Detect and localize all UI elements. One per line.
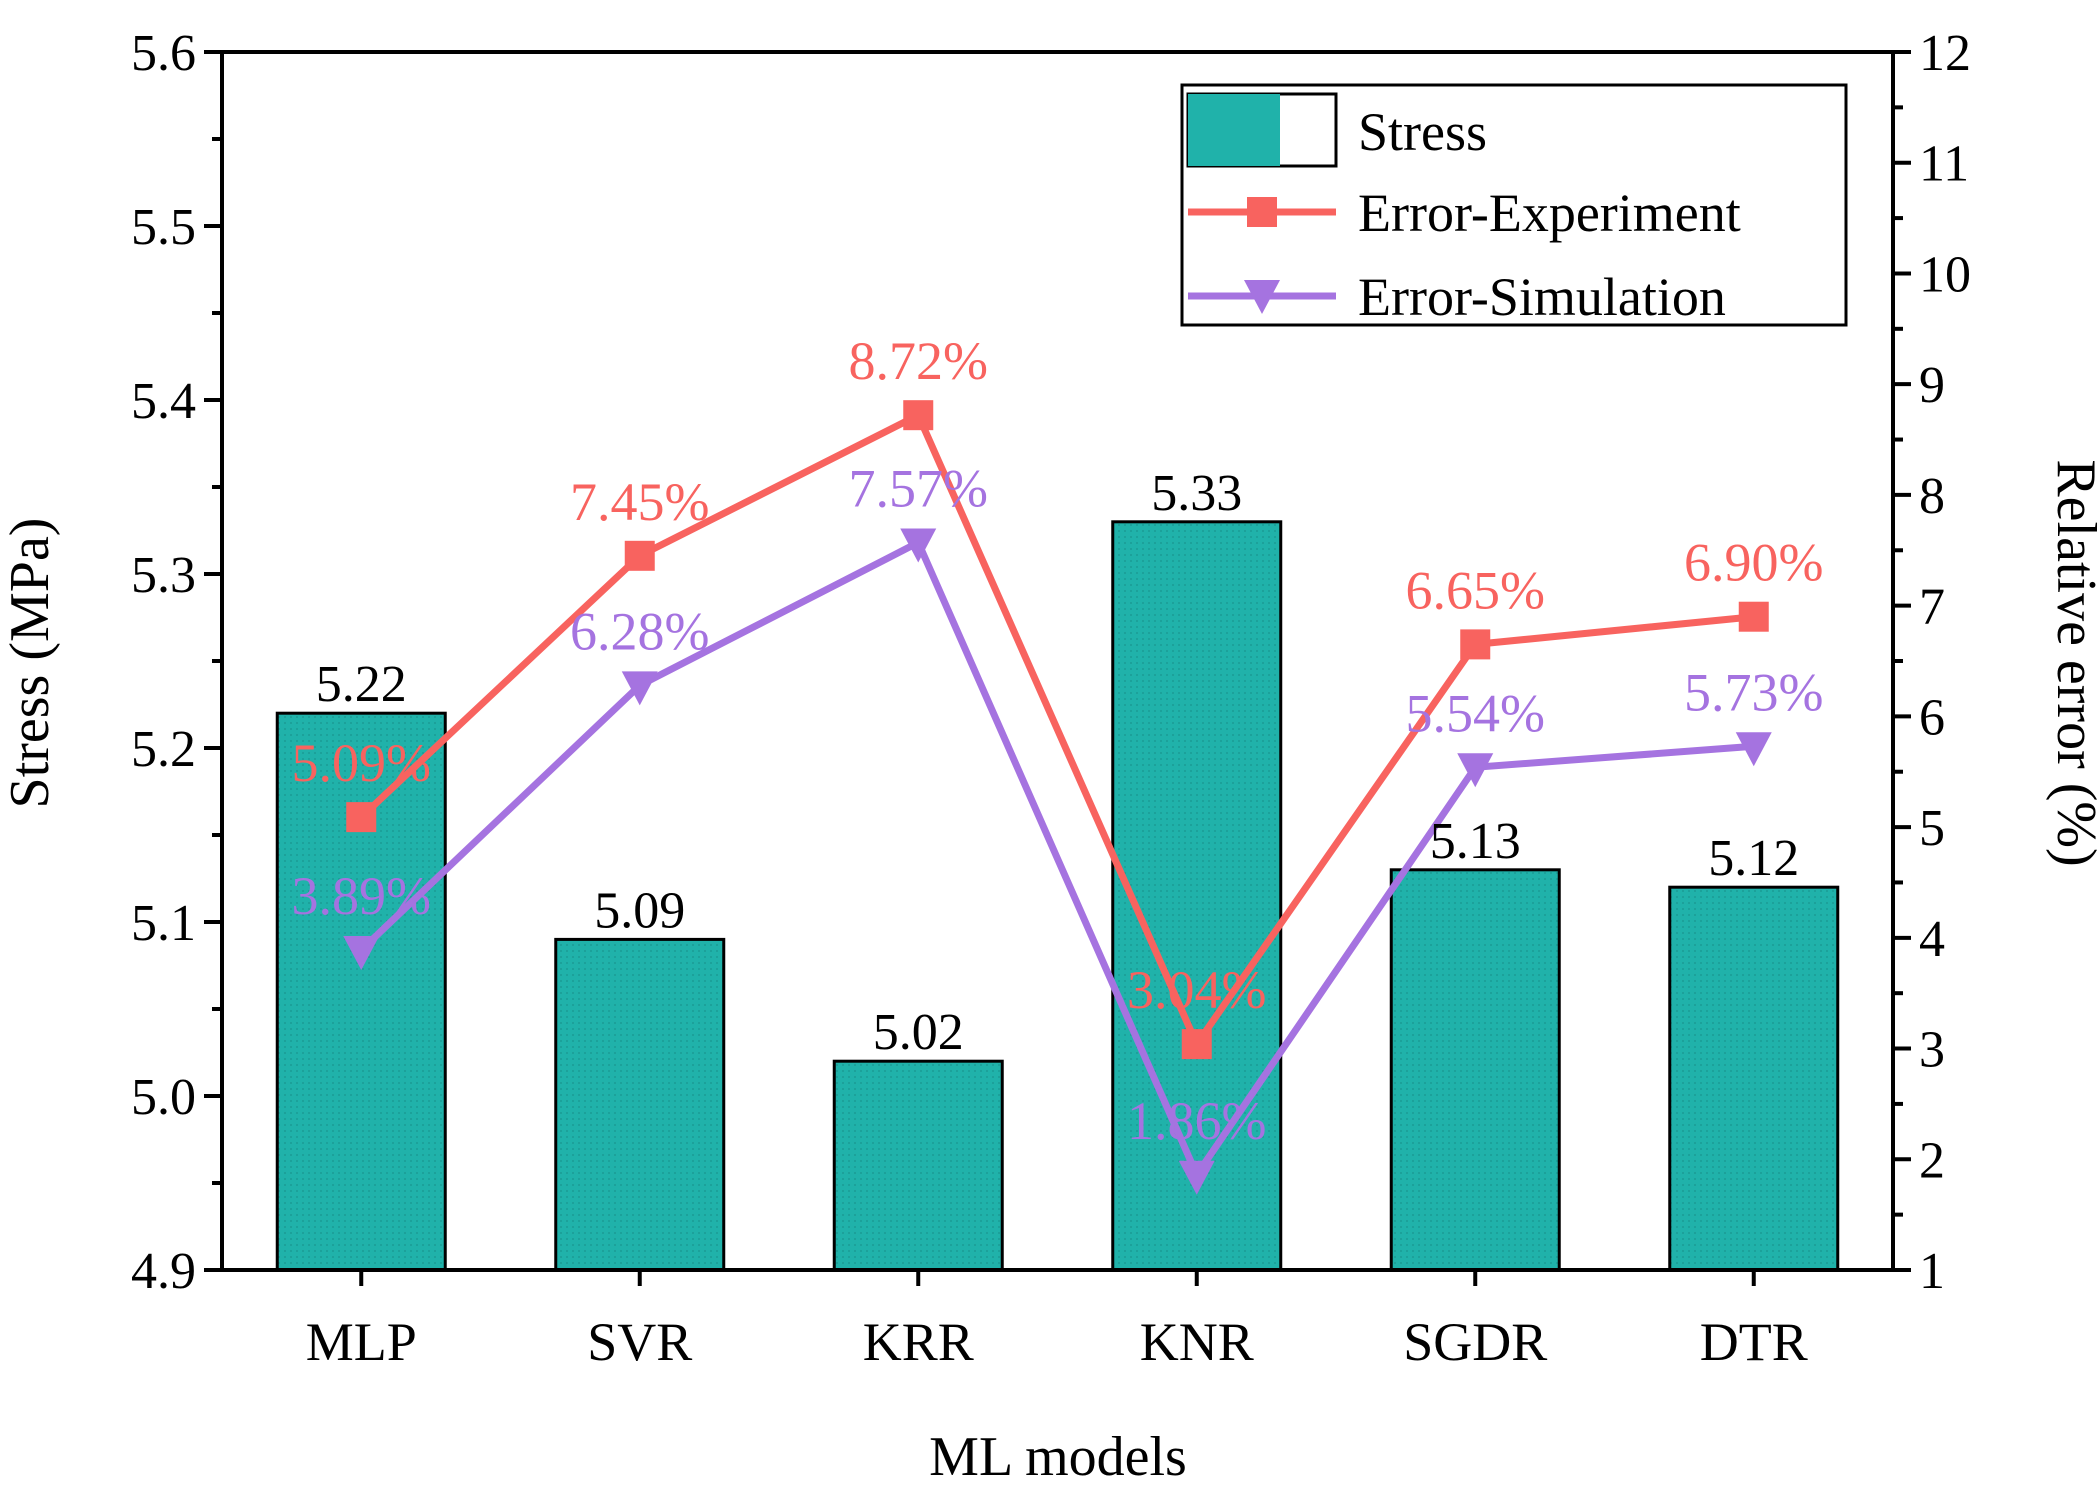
marker-square <box>624 540 655 571</box>
x-axis-title: ML models <box>929 1426 1187 1488</box>
legend-entry-error-simulation: Error-Simulation <box>1188 267 1726 327</box>
error-value-label: 1.86% <box>1127 1091 1266 1151</box>
marker-square <box>1738 601 1769 632</box>
bar-svr <box>554 937 726 1272</box>
legend-entry-stress: Stress <box>1186 92 1487 168</box>
bar-value-label: 5.09 <box>594 882 685 939</box>
marker-square <box>1460 629 1491 660</box>
bar-mlp <box>275 711 447 1272</box>
error-value-label: 6.65% <box>1406 560 1545 620</box>
left-tick-label: 5.4 <box>131 373 196 430</box>
left-tick-label: 5.1 <box>131 895 196 952</box>
marker-triangle <box>1178 1160 1215 1195</box>
legend-swatch-stress-fill <box>1188 94 1280 166</box>
left-tick-label: 4.9 <box>131 1243 196 1300</box>
bar-value-label: 5.22 <box>316 656 407 713</box>
left-tick-label: 5.0 <box>131 1069 196 1126</box>
error-value-label: 7.45% <box>570 472 709 532</box>
y-axis-right-title: Relative error (%) <box>2045 459 2099 866</box>
error-value-label: 7.57% <box>849 459 988 519</box>
bar-krr <box>832 1059 1004 1272</box>
bars-layer <box>275 520 1840 1272</box>
marker-square <box>1181 1029 1212 1060</box>
legend-label-stress: Stress <box>1358 102 1487 162</box>
bar-sgdr <box>1389 868 1561 1272</box>
bar-value-label: 5.12 <box>1708 830 1799 887</box>
x-axis-ticks: MLP SVR KRR KNR SGDR DTR <box>306 1270 1808 1372</box>
bar-value-label: 5.02 <box>873 1004 964 1061</box>
right-tick-label: 8 <box>1919 468 1945 525</box>
left-tick-label: 5.6 <box>131 25 196 82</box>
bar-knr <box>1111 520 1283 1272</box>
error-labels-layer: 5.09% 7.45% 8.72% 3.04% 6.65% 6.90% 3.89% 6.28%… <box>292 331 1824 1151</box>
error-value-label: 5.73% <box>1684 662 1823 722</box>
right-tick-label: 3 <box>1919 1022 1945 1079</box>
left-tick-label: 5.2 <box>131 721 196 778</box>
left-axis-ticks: 4.9 5.0 5.1 5.2 5.3 5.4 5.5 5.6 <box>131 25 222 1300</box>
left-tick-label: 5.5 <box>131 199 196 256</box>
legend-marker-triangle <box>1244 280 1280 314</box>
error-value-label: 3.04% <box>1127 960 1266 1020</box>
legend-label-error-experiment: Error-Experiment <box>1358 183 1741 243</box>
marker-square <box>346 802 377 833</box>
legend-label-error-simulation: Error-Simulation <box>1358 267 1726 327</box>
x-tick-label-dtr: DTR <box>1700 1312 1808 1372</box>
right-tick-label: 9 <box>1919 357 1945 414</box>
marker-triangle <box>621 671 658 706</box>
bar-dtr <box>1668 885 1840 1272</box>
marker-square <box>903 400 934 431</box>
x-tick-label-sgdr: SGDR <box>1403 1312 1547 1372</box>
right-tick-label: 4 <box>1919 911 1945 968</box>
error-value-label: 8.72% <box>849 331 988 391</box>
x-tick-label-krr: KRR <box>863 1312 974 1372</box>
y-axis-left-title: Stress (MPa) <box>0 518 61 809</box>
error-value-label: 3.89% <box>292 866 431 926</box>
right-tick-label: 7 <box>1919 579 1945 636</box>
error-value-label: 6.90% <box>1684 533 1823 593</box>
marker-triangle <box>900 528 937 563</box>
x-tick-label-knr: KNR <box>1140 1312 1254 1372</box>
right-tick-label: 2 <box>1919 1132 1945 1189</box>
bar-value-label: 5.33 <box>1151 465 1242 522</box>
x-tick-label-svr: SVR <box>587 1312 692 1372</box>
left-tick-label: 5.3 <box>131 547 196 604</box>
marker-triangle <box>1735 732 1772 767</box>
error-value-label: 5.09% <box>292 733 431 793</box>
x-tick-label-mlp: MLP <box>306 1312 417 1372</box>
lines-layer <box>343 400 1772 1195</box>
right-tick-label: 10 <box>1919 246 1971 303</box>
error-value-label: 6.28% <box>570 601 709 661</box>
right-tick-label: 6 <box>1919 689 1945 746</box>
legend-entry-error-experiment: Error-Experiment <box>1188 183 1741 243</box>
marker-triangle <box>343 935 380 970</box>
right-tick-label: 5 <box>1919 800 1945 857</box>
error-value-label: 5.54% <box>1406 683 1545 743</box>
right-tick-label: 12 <box>1919 25 1971 82</box>
line-error-experiment <box>358 411 1755 1048</box>
legend-marker-square <box>1247 197 1277 227</box>
right-tick-label: 1 <box>1919 1243 1945 1300</box>
marker-triangle <box>1457 753 1494 788</box>
right-tick-label: 11 <box>1919 136 1969 193</box>
bar-value-label: 5.13 <box>1430 813 1521 870</box>
line-error-simulation <box>358 539 1755 1179</box>
bar-labels-layer: 5.22 5.09 5.02 5.33 5.13 5.12 <box>316 465 1800 1061</box>
legend: Stress Error-Experiment Error-Simulation <box>1180 83 1848 327</box>
